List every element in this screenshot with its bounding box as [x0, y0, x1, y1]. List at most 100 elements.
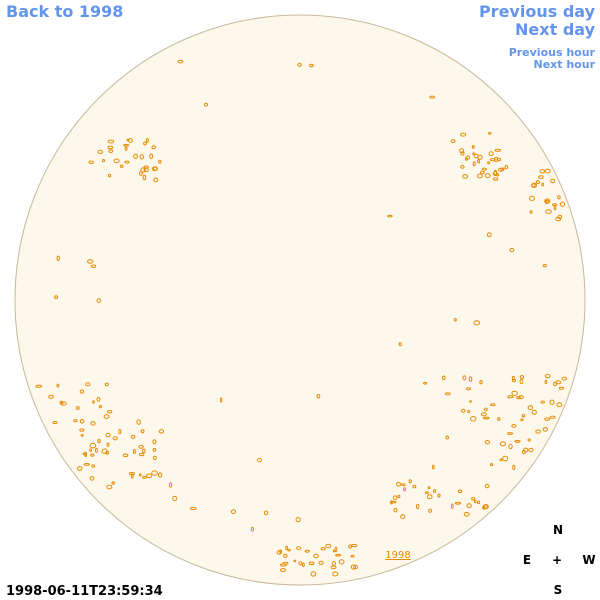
- contour: [530, 183, 536, 188]
- contour: [487, 161, 491, 165]
- contour: [466, 387, 471, 391]
- contour: [509, 248, 515, 253]
- contour: [395, 482, 402, 487]
- contour: [544, 379, 548, 385]
- contour: [544, 168, 551, 174]
- contour: [470, 415, 477, 422]
- contour: [514, 440, 521, 443]
- contour: [331, 560, 336, 567]
- compass-west: W: [582, 553, 595, 567]
- contour: [550, 178, 556, 184]
- contour: [499, 458, 503, 462]
- contour: [97, 439, 101, 444]
- contour: [549, 415, 556, 419]
- previous-day-link[interactable]: Previous day: [479, 2, 596, 21]
- contour: [507, 432, 514, 435]
- contour: [332, 571, 339, 577]
- contour: [287, 548, 291, 552]
- contour: [52, 420, 58, 425]
- contour: [423, 381, 428, 385]
- contour: [539, 169, 546, 174]
- contour: [535, 429, 541, 434]
- contour: [350, 564, 356, 570]
- contour: [89, 442, 97, 449]
- back-link[interactable]: Back to 1998: [6, 2, 123, 21]
- contour: [560, 201, 565, 207]
- contour: [484, 440, 490, 445]
- contour: [416, 503, 420, 510]
- contour: [145, 138, 149, 143]
- contour: [494, 148, 502, 152]
- contour: [149, 153, 154, 160]
- next-hour-link[interactable]: Next hour: [534, 58, 596, 71]
- contour: [459, 148, 465, 154]
- contour: [502, 455, 509, 462]
- contour: [490, 403, 496, 407]
- contour: [84, 451, 87, 458]
- contour: [479, 380, 483, 385]
- contour: [309, 63, 314, 68]
- contour: [468, 376, 473, 382]
- contour: [398, 342, 402, 347]
- contour: [296, 546, 302, 551]
- contour: [529, 195, 535, 201]
- contour: [454, 501, 462, 505]
- contour: [158, 472, 163, 478]
- contour: [256, 458, 262, 463]
- contour: [80, 434, 84, 437]
- contour: [96, 397, 101, 402]
- contour: [107, 139, 115, 144]
- contour: [89, 448, 92, 452]
- contour: [553, 205, 557, 211]
- contour: [132, 449, 136, 454]
- contour: [90, 453, 95, 457]
- contour: [558, 386, 565, 390]
- contour: [496, 157, 501, 162]
- contour: [408, 479, 412, 484]
- contour: [545, 209, 552, 214]
- contour: [102, 159, 105, 163]
- contour: [95, 447, 98, 453]
- contour: [528, 447, 534, 453]
- contour: [119, 164, 124, 168]
- contour: [219, 397, 223, 403]
- previous-hour-link[interactable]: Previous hour: [509, 46, 596, 59]
- contour: [139, 154, 145, 160]
- contour: [467, 410, 471, 414]
- contour: [177, 59, 184, 64]
- contour: [469, 400, 472, 403]
- contour: [484, 483, 490, 489]
- contour: [549, 399, 555, 405]
- contour: [542, 427, 548, 432]
- next-day-link[interactable]: Next day: [515, 20, 596, 39]
- contour: [561, 376, 567, 381]
- contour: [555, 380, 562, 385]
- contour: [511, 390, 518, 396]
- contour: [480, 412, 487, 417]
- compass-center: +: [552, 553, 562, 567]
- contour: [557, 195, 561, 200]
- contour: [250, 526, 254, 532]
- contour: [472, 161, 476, 167]
- contour: [437, 493, 441, 498]
- contour: [544, 198, 551, 204]
- contour: [473, 499, 477, 504]
- contour: [499, 441, 507, 447]
- contour: [473, 153, 479, 159]
- contour: [538, 175, 544, 179]
- contour: [442, 375, 446, 381]
- contour: [427, 486, 431, 490]
- year-link[interactable]: 1998: [385, 550, 410, 561]
- contour: [316, 394, 321, 399]
- contour: [85, 382, 91, 387]
- contour: [466, 503, 472, 509]
- contour: [460, 165, 465, 169]
- contour: [497, 417, 501, 421]
- contour: [387, 214, 393, 218]
- contour: [325, 543, 332, 549]
- contour: [400, 514, 406, 520]
- contour: [87, 259, 94, 264]
- contour: [318, 560, 324, 565]
- contour: [542, 264, 547, 268]
- contour: [56, 383, 60, 388]
